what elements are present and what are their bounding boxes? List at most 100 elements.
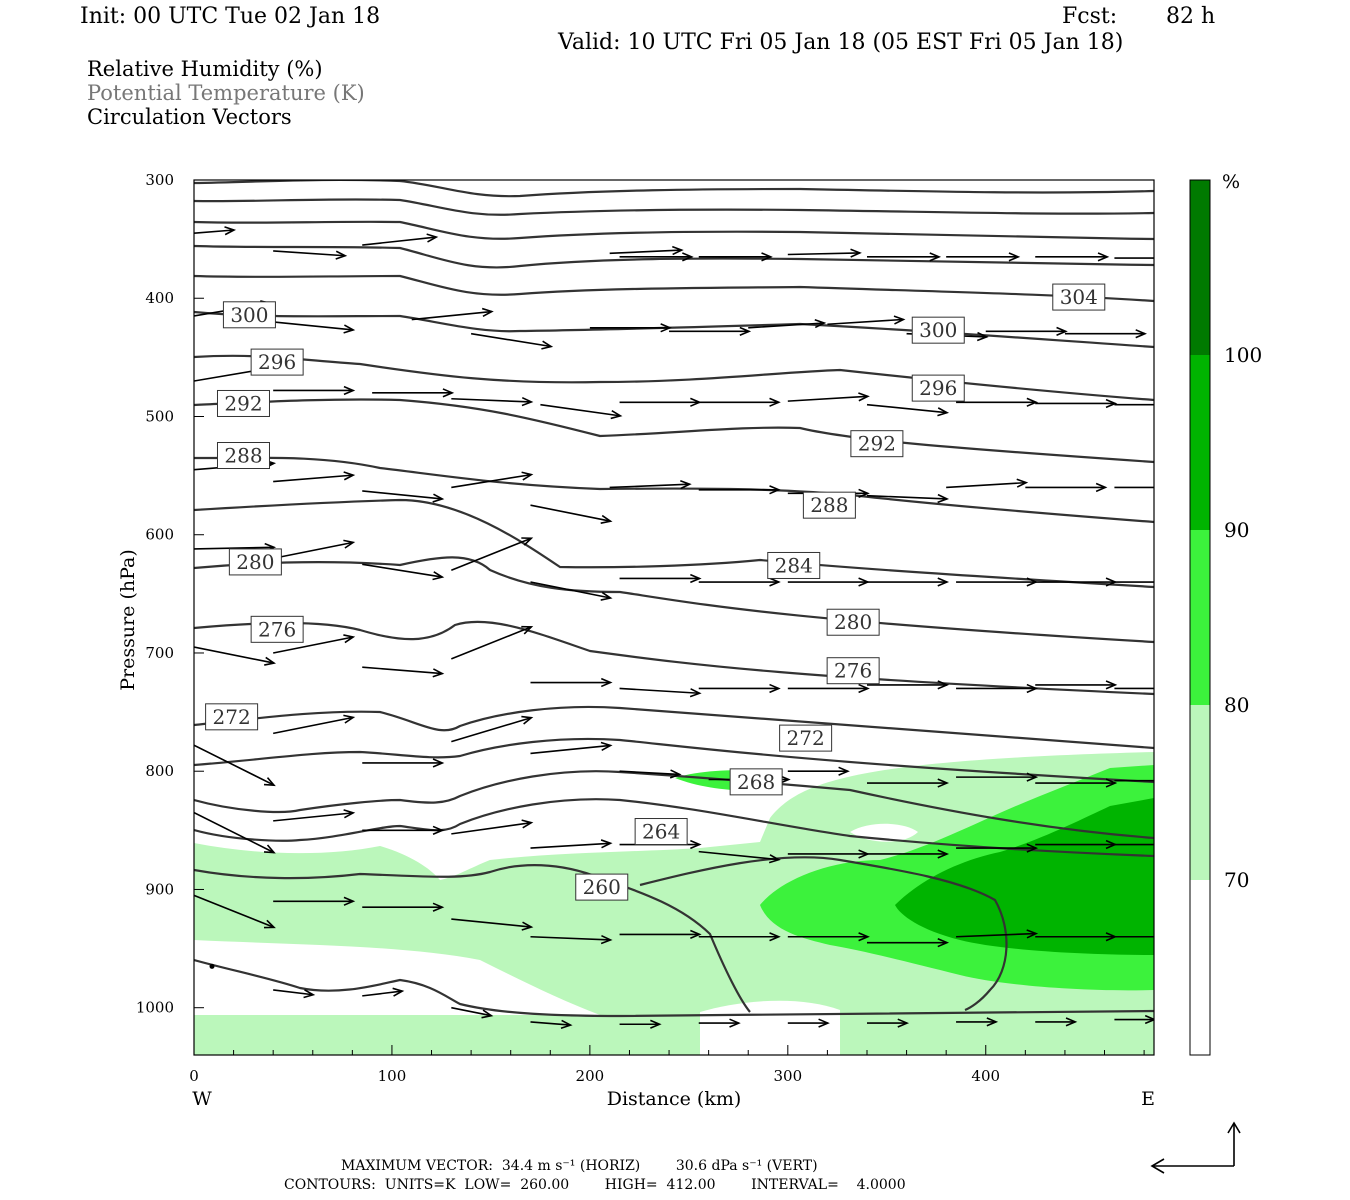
- colorbar-label: 90: [1224, 518, 1249, 542]
- vector-arrowhead: [682, 252, 694, 262]
- circulation-vector: [451, 1006, 492, 1017]
- vector-arrowhead: [1016, 478, 1029, 488]
- vector-arrowhead: [1026, 772, 1039, 782]
- vector-arrowhead: [1026, 843, 1039, 853]
- contour-label-text: 288: [224, 444, 262, 468]
- circulation-vector: [411, 310, 492, 321]
- circulation-vector: [194, 646, 275, 664]
- init-time: Init: 00 UTC Tue 02 Jan 18: [80, 4, 381, 29]
- isentrope: [194, 354, 1154, 402]
- circulation-vector: [530, 1021, 571, 1026]
- vector-arrowhead: [929, 252, 942, 262]
- vector-arrowhead: [650, 1019, 662, 1029]
- circulation-vector: [194, 744, 275, 786]
- isentrope: [194, 770, 1154, 840]
- contour-label-text: 300: [919, 318, 957, 342]
- vector-arrowhead: [1144, 1014, 1154, 1025]
- vector-arrowhead: [1105, 778, 1118, 788]
- contour-label: 260: [575, 873, 629, 901]
- vector-arrowhead: [937, 493, 950, 504]
- west-label: W: [192, 1088, 212, 1110]
- isentrope: [194, 310, 1154, 349]
- contour-label-text: 268: [737, 770, 775, 794]
- isentrope: [194, 556, 1154, 644]
- circulation-vector: [273, 474, 354, 483]
- rh-colorbar: 70 80 90 100%: [1189, 171, 1262, 1056]
- vector-arrowhead: [263, 919, 276, 929]
- reference-vector-icon: [1150, 1121, 1241, 1174]
- vector-arrowhead: [541, 340, 554, 350]
- y-tick-label: 700: [145, 644, 174, 662]
- contour-label: 280: [228, 548, 282, 576]
- vector-arrowhead: [600, 839, 613, 849]
- y-tick-label: 600: [145, 526, 174, 544]
- vector-arrowhead: [768, 854, 781, 864]
- colorbar-segment: [1190, 880, 1210, 1055]
- circulation-vector: [609, 249, 682, 255]
- vector-arrowhead: [600, 934, 613, 945]
- relative-humidity-shading: [194, 752, 1154, 1055]
- circulation-vector: [194, 229, 235, 235]
- x-tick-label: 100: [378, 1067, 407, 1085]
- vector-arrowhead: [1095, 482, 1108, 493]
- rh-below-70-pocket: [700, 1000, 840, 1055]
- vector-arrowhead: [521, 471, 534, 481]
- contour-labels: 304 300 300 296 296 292 292 288 288 280 284 276 280 2…: [205, 283, 1106, 901]
- vector-arrowhead: [335, 250, 348, 260]
- vector-arrowhead: [893, 315, 906, 325]
- contour-label-text: 292: [858, 432, 896, 456]
- contour-label: 288: [802, 491, 856, 519]
- vector-arrowhead: [521, 625, 534, 635]
- vector-arrowhead: [1026, 929, 1039, 939]
- circulation-vector: [273, 812, 354, 822]
- contour-label: 300: [222, 301, 276, 329]
- vector-arrowhead: [521, 715, 534, 725]
- vector-arrowhead: [432, 825, 445, 835]
- circulation-vector: [194, 811, 275, 854]
- vector-arrowhead: [1008, 252, 1021, 262]
- circulation-vector: [273, 321, 354, 331]
- isentrope: [194, 198, 1154, 216]
- circulation-vector: [530, 581, 611, 599]
- vector-arrowhead: [432, 571, 445, 581]
- colorbar-segment: [1190, 705, 1210, 880]
- y-tick-label: 800: [145, 762, 174, 780]
- isentrope: [194, 864, 751, 1013]
- vector-arrowhead: [432, 902, 445, 912]
- contour-label: 292: [216, 389, 270, 417]
- vector-arrowhead: [560, 1019, 573, 1029]
- isentrope: [194, 180, 1154, 198]
- y-axis: 300 400 500 600 700 800 900 1000: [136, 171, 204, 1017]
- circulation-vector: [362, 666, 443, 675]
- contour-label-text: 272: [213, 705, 251, 729]
- vector-arrowhead: [224, 226, 237, 236]
- contour-label: 304: [1052, 283, 1106, 311]
- circulation-vector: [530, 842, 611, 849]
- rh-90-region: [895, 798, 1154, 955]
- forecast-label: Fcst:: [1062, 4, 1118, 29]
- vector-arrowhead: [769, 485, 781, 495]
- isentrope: [194, 274, 1154, 303]
- circulation-vector: [273, 716, 354, 735]
- vector-arrowhead: [838, 766, 850, 776]
- vector-arrowhead: [689, 688, 702, 698]
- vector-arrowhead: [690, 929, 702, 940]
- vector-arrowhead: [600, 677, 613, 688]
- circulation-vector: [866, 494, 948, 500]
- vector-arrowhead: [263, 777, 276, 787]
- contour-label-text: 304: [1060, 285, 1098, 309]
- east-label: E: [1141, 1088, 1155, 1110]
- circulation-vector: [827, 318, 904, 326]
- circulation-vector: [530, 744, 611, 755]
- vector-arrowhead: [937, 577, 950, 587]
- vector-arrowhead: [986, 1017, 999, 1027]
- vector-arrowhead: [858, 488, 870, 498]
- contour-info-note: CONTOURS: UNITS=K LOW= 260.00 HIGH= 412.…: [284, 1177, 906, 1193]
- contour-label: 264: [634, 818, 688, 846]
- x-axis: 0 100 200 300 400: [189, 1045, 1145, 1085]
- vector-arrowhead: [1177, 254, 1186, 262]
- valid-time: Valid: 10 UTC Fri 05 Jan 18 (05 EST Fri …: [558, 30, 1124, 55]
- colorbar-label: 70: [1224, 868, 1249, 892]
- isentrope: [194, 620, 1154, 696]
- colorbar-frame: [1189, 179, 1211, 1056]
